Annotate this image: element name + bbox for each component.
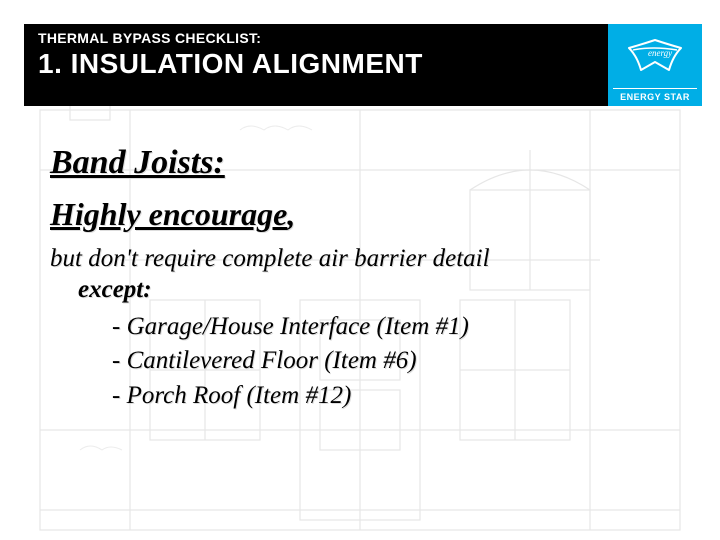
bullet-item: Garage/House Interface (Item #1) [50, 310, 680, 345]
slide-header: THERMAL BYPASS CHECKLIST: 1. INSULATION … [24, 24, 614, 106]
energy-star-logo: energy ENERGY STAR [608, 24, 702, 106]
bullet-item: Porch Roof (Item #12) [50, 379, 680, 414]
intro-text: but don't require complete air barrier d… [50, 243, 680, 306]
heading-encourage: Highly encourage, [50, 196, 680, 233]
star-icon: energy [608, 24, 702, 88]
bullet-list: Garage/House Interface (Item #1) Cantile… [50, 310, 680, 414]
heading-band-joists: Band Joists: [50, 144, 680, 182]
header-title: 1. INSULATION ALIGNMENT [38, 48, 600, 80]
bullet-item: Cantilevered Floor (Item #6) [50, 344, 680, 379]
slide-content: Band Joists: Highly encourage, but don't… [50, 144, 680, 413]
heading-encourage-trail: , [287, 196, 295, 233]
logo-label: ENERGY STAR [613, 88, 698, 102]
svg-text:energy: energy [648, 48, 672, 58]
except-label: except: [78, 274, 152, 305]
header-subtitle: THERMAL BYPASS CHECKLIST: [38, 30, 600, 46]
heading-encourage-text: Highly encourage [50, 196, 287, 232]
intro-line: but don't require complete air barrier d… [50, 245, 490, 272]
